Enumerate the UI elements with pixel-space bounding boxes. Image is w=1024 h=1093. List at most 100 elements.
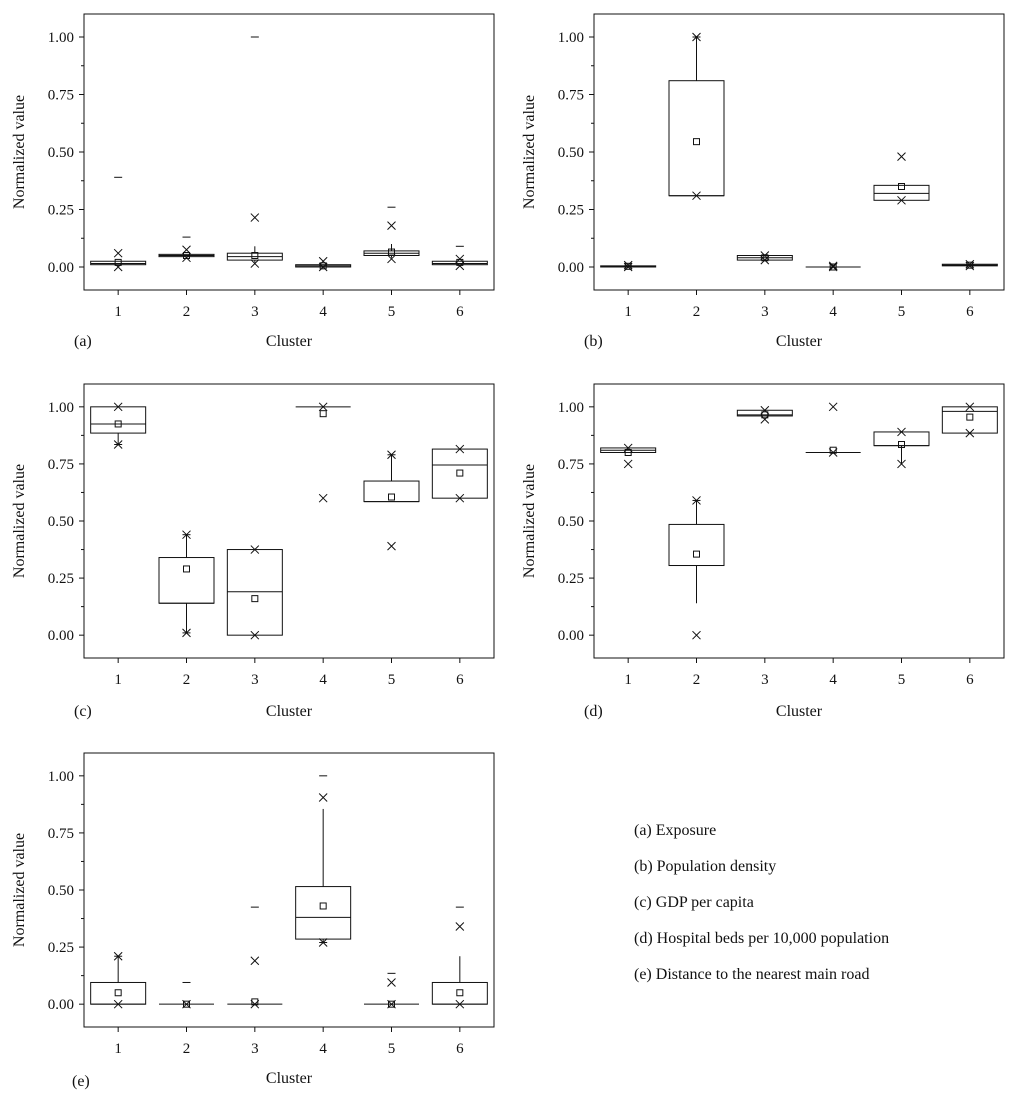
box-mean-marker [624,262,632,270]
box-group [668,496,725,640]
x-axis-label: Cluster [266,703,313,720]
box-extreme-marker [623,260,633,270]
x-tick-label: 6 [966,304,974,320]
box-mean-marker [251,252,259,259]
y-axis-label: Normalized value [11,464,28,578]
x-tick-label: 2 [183,304,191,320]
box-extreme-marker [250,259,260,268]
box-extreme-marker [113,248,123,258]
legend-item-gdp-per-capita: (c) GDP per capita [634,894,754,911]
panel-label: (a) [74,333,92,350]
box-iqr [873,184,930,201]
box-extreme-marker [182,999,191,1009]
box-group [600,443,657,469]
box-mean-marker [319,902,327,910]
box-mean-marker [898,183,905,190]
box-extreme-marker [318,262,328,272]
box-group [364,972,419,1009]
figure-legend: (a) Exposure (b) Population density (c) … [634,822,889,1002]
box-group [158,236,215,263]
y-tick-label: 0.50 [48,145,74,161]
y-tick-label: 0.00 [48,260,74,276]
box-extreme-marker [692,191,701,201]
box-extreme-marker [760,415,770,424]
box-iqr [431,260,488,266]
box-iqr [363,480,420,503]
box-group [227,906,283,1009]
chart-panel: 0.00 0.25 0.50 0.75 1.00 1 2 3 4 5 6 Normalized val… [11,752,495,1090]
box-extreme-marker [965,259,975,269]
x-axis-label: Cluster [776,703,823,720]
box-extreme-marker [387,221,396,230]
y-tick-label: 0.25 [558,571,584,587]
plot-frame [593,13,1005,291]
box-mean-marker [114,420,122,428]
plot-frame [83,13,495,291]
box-group [431,906,488,1009]
x-axis-label: Cluster [266,333,313,350]
x-tick-label: 2 [183,672,191,688]
x-tick-label: 1 [114,304,122,320]
box-mean-marker [183,1000,190,1008]
box-group [295,256,352,272]
box-extreme-marker [455,444,465,454]
box-extreme-marker [897,195,906,205]
x-tick-label: 1 [114,672,122,688]
panel-label: (e) [72,1073,90,1090]
box-mean-marker [388,1000,395,1008]
box-extreme-marker [692,630,701,640]
box-extreme-marker [455,254,465,264]
x-tick-label: 4 [319,1041,327,1057]
y-tick-label: 0.75 [48,826,74,842]
box-extreme-marker [113,999,123,1009]
y-axis-label: Normalized value [521,464,538,578]
x-tick-label: 5 [388,304,396,320]
box-group [805,261,861,272]
box-iqr [668,523,725,567]
box-extreme-marker [387,978,396,987]
box-extreme-marker [828,262,838,272]
x-tick-label: 6 [456,304,464,320]
box-mean-marker [456,989,464,997]
box-extreme-marker [623,459,633,469]
box-extreme-marker [828,402,838,412]
x-tick-label: 1 [114,1041,122,1057]
box-extreme-marker [965,402,975,412]
box-extreme-marker [455,261,465,271]
y-axis-label: Normalized value [521,95,538,209]
box-extreme-marker [250,545,260,554]
panel-label: (b) [584,333,603,350]
box-extreme-marker [623,262,633,272]
x-tick-label: 2 [183,1041,191,1057]
x-tick-label: 3 [761,304,769,320]
box-extreme-marker [828,448,838,457]
x-axis-label: Cluster [776,333,823,350]
box-group [363,450,420,551]
box-extreme-marker [828,261,838,271]
box-iqr [90,981,147,1005]
box-extreme-marker [387,254,396,264]
box-extreme-marker [250,956,260,966]
box-group [159,981,214,1009]
box-mean-marker [319,410,327,418]
box-iqr [226,549,283,636]
x-tick-label: 3 [251,304,259,320]
x-tick-label: 4 [829,304,837,320]
box-iqr [431,981,488,1005]
y-tick-label: 0.25 [558,203,584,219]
x-tick-label: 5 [898,672,906,688]
box-extreme-marker [897,427,906,437]
x-tick-label: 1 [624,304,632,320]
y-tick-label: 0.00 [48,628,74,644]
box-group [295,775,352,947]
box-extreme-marker [455,922,465,931]
y-tick-label: 0.50 [558,145,584,161]
box-group [941,259,998,271]
box-group [805,402,861,457]
box-extreme-marker [455,493,465,503]
box-extreme-marker [182,245,191,255]
y-tick-label: 0.00 [558,628,584,644]
box-group [90,176,147,272]
x-tick-label: 6 [456,1041,464,1057]
